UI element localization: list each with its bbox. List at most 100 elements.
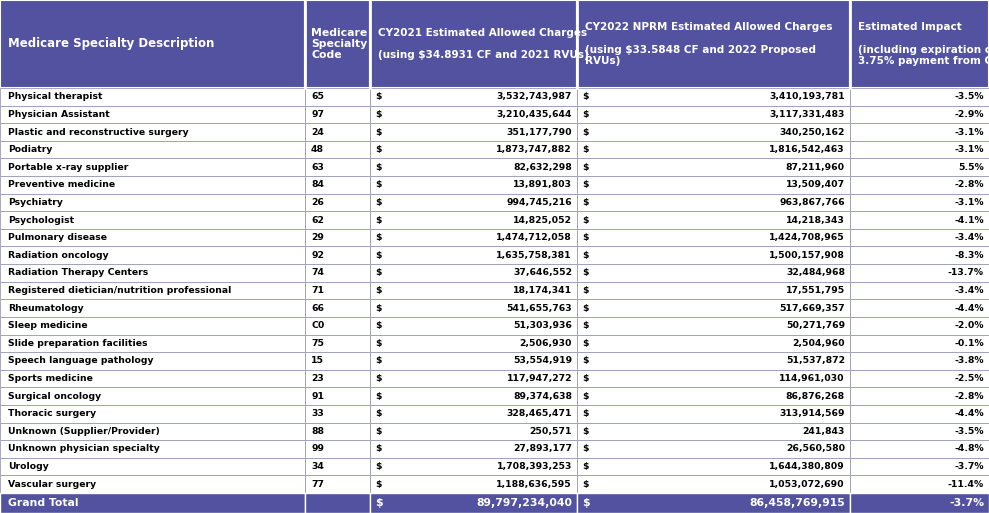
- Bar: [305, 246, 370, 264]
- Bar: [370, 493, 577, 513]
- Text: $: $: [375, 92, 382, 101]
- Text: 1,500,157,908: 1,500,157,908: [769, 251, 845, 260]
- Text: 250,571: 250,571: [529, 427, 572, 436]
- Text: 48: 48: [311, 145, 324, 154]
- Text: 241,843: 241,843: [803, 427, 845, 436]
- Text: Pulmonary disease: Pulmonary disease: [8, 233, 107, 242]
- Text: Grand Total: Grand Total: [8, 498, 78, 508]
- Text: $: $: [582, 198, 588, 207]
- Text: 13,509,407: 13,509,407: [786, 181, 845, 189]
- Bar: [305, 282, 370, 299]
- Text: $: $: [582, 391, 588, 401]
- Text: Rheumatology: Rheumatology: [8, 304, 84, 312]
- Text: Thoracic surgery: Thoracic surgery: [8, 409, 96, 418]
- Bar: [305, 493, 370, 513]
- Text: $: $: [375, 145, 382, 154]
- Bar: [370, 299, 577, 317]
- Text: 63: 63: [311, 163, 323, 172]
- Text: 351,177,790: 351,177,790: [506, 128, 572, 136]
- Text: 77: 77: [311, 480, 324, 489]
- Text: 24: 24: [311, 128, 323, 136]
- Text: 313,914,569: 313,914,569: [779, 409, 845, 418]
- Bar: [0, 282, 305, 299]
- Text: Estimated Impact

(including expiration of
3.75% payment from CAA): Estimated Impact (including expiration o…: [858, 22, 989, 66]
- Text: Preventive medicine: Preventive medicine: [8, 181, 115, 189]
- Text: -13.7%: -13.7%: [948, 268, 984, 278]
- Bar: [0, 493, 305, 513]
- Bar: [577, 317, 850, 334]
- Text: -2.9%: -2.9%: [954, 110, 984, 119]
- Bar: [0, 264, 305, 282]
- Text: Psychologist: Psychologist: [8, 215, 74, 225]
- Text: 29: 29: [311, 233, 323, 242]
- Text: $: $: [582, 215, 588, 225]
- Text: 23: 23: [311, 374, 323, 383]
- Text: -4.4%: -4.4%: [954, 304, 984, 312]
- Text: 1,635,758,381: 1,635,758,381: [496, 251, 572, 260]
- Bar: [577, 0, 850, 88]
- Text: Sleep medicine: Sleep medicine: [8, 321, 88, 330]
- Text: 1,188,636,595: 1,188,636,595: [496, 480, 572, 489]
- Bar: [0, 352, 305, 370]
- Text: $: $: [582, 251, 588, 260]
- Text: -3.1%: -3.1%: [954, 128, 984, 136]
- Text: $: $: [375, 110, 382, 119]
- Bar: [0, 370, 305, 387]
- Bar: [370, 106, 577, 123]
- Text: 541,655,763: 541,655,763: [506, 304, 572, 312]
- Text: 3,532,743,987: 3,532,743,987: [496, 92, 572, 101]
- Text: 1,873,747,882: 1,873,747,882: [496, 145, 572, 154]
- Bar: [577, 299, 850, 317]
- Bar: [850, 440, 989, 458]
- Text: 91: 91: [311, 391, 324, 401]
- Bar: [577, 334, 850, 352]
- Bar: [0, 0, 305, 88]
- Bar: [850, 159, 989, 176]
- Bar: [305, 458, 370, 476]
- Text: 51,537,872: 51,537,872: [786, 357, 845, 365]
- Bar: [0, 141, 305, 159]
- Text: 75: 75: [311, 339, 324, 348]
- Bar: [850, 264, 989, 282]
- Bar: [850, 317, 989, 334]
- Text: 87,211,960: 87,211,960: [786, 163, 845, 172]
- Bar: [577, 387, 850, 405]
- Bar: [305, 370, 370, 387]
- Text: 89,374,638: 89,374,638: [513, 391, 572, 401]
- Text: 86,876,268: 86,876,268: [786, 391, 845, 401]
- Text: $: $: [375, 251, 382, 260]
- Bar: [0, 405, 305, 423]
- Text: Slide preparation facilities: Slide preparation facilities: [8, 339, 147, 348]
- Text: $: $: [582, 268, 588, 278]
- Text: 1,708,393,253: 1,708,393,253: [496, 462, 572, 471]
- Bar: [0, 476, 305, 493]
- Bar: [305, 423, 370, 440]
- Bar: [305, 88, 370, 106]
- Bar: [0, 106, 305, 123]
- Bar: [577, 423, 850, 440]
- Text: 1,053,072,690: 1,053,072,690: [769, 480, 845, 489]
- Text: $: $: [375, 391, 382, 401]
- Text: 65: 65: [311, 92, 324, 101]
- Bar: [577, 141, 850, 159]
- Text: $: $: [582, 339, 588, 348]
- Text: 114,961,030: 114,961,030: [779, 374, 845, 383]
- Bar: [370, 405, 577, 423]
- Text: $: $: [375, 357, 382, 365]
- Text: 2,506,930: 2,506,930: [519, 339, 572, 348]
- Text: 3,410,193,781: 3,410,193,781: [769, 92, 845, 101]
- Text: $: $: [582, 304, 588, 312]
- Bar: [305, 193, 370, 211]
- Bar: [305, 387, 370, 405]
- Bar: [850, 370, 989, 387]
- Text: 14,825,052: 14,825,052: [513, 215, 572, 225]
- Bar: [850, 405, 989, 423]
- Bar: [370, 387, 577, 405]
- Text: $: $: [582, 286, 588, 295]
- Text: Physician Assistant: Physician Assistant: [8, 110, 110, 119]
- Bar: [850, 282, 989, 299]
- Text: $: $: [375, 374, 382, 383]
- Text: C0: C0: [311, 321, 324, 330]
- Bar: [850, 193, 989, 211]
- Text: $: $: [582, 374, 588, 383]
